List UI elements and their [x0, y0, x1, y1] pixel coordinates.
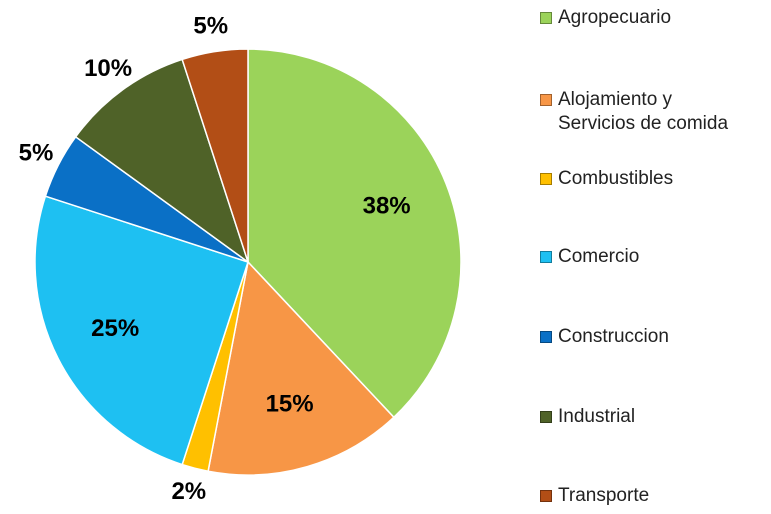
- legend-label: Comercio: [558, 246, 640, 267]
- legend-swatch: [540, 251, 552, 263]
- legend-item: Construccion: [540, 325, 771, 349]
- legend-swatch: [540, 173, 552, 185]
- legend-item: Comercio: [540, 245, 771, 269]
- legend-swatch: [540, 490, 552, 502]
- legend-label: Combustibles: [558, 168, 674, 189]
- pie-slice: [34, 195, 249, 466]
- pie-slice: [247, 48, 462, 419]
- legend-label: Industrial: [558, 406, 636, 427]
- data-label: 5%: [19, 139, 54, 166]
- legend: Agropecuario Alojamiento y Servicios de c…: [540, 0, 771, 514]
- legend-label: Alojamiento y Servicios de comida: [558, 89, 729, 134]
- legend-item: Alojamiento y Servicios de comida: [540, 88, 771, 136]
- legend-swatch: [540, 12, 552, 24]
- legend-swatch: [540, 331, 552, 343]
- data-label: 25%: [91, 315, 139, 342]
- data-label: 38%: [363, 192, 411, 219]
- data-label: 15%: [266, 391, 314, 418]
- data-label: 10%: [84, 55, 132, 82]
- legend-label: Transporte: [558, 485, 650, 506]
- legend-item: Transporte: [540, 484, 771, 508]
- legend-swatch: [540, 411, 552, 423]
- pie-slice: [181, 48, 249, 263]
- pie-slice: [207, 260, 395, 476]
- data-label: 5%: [193, 12, 228, 39]
- legend-label: Agropecuario: [558, 7, 672, 28]
- legend-item: Combustibles: [540, 167, 771, 191]
- legend-item: Industrial: [540, 405, 771, 429]
- legend-label: Construccion: [558, 326, 669, 347]
- pie-slice: [74, 58, 250, 264]
- legend-swatch: [540, 94, 552, 106]
- legend-item: Agropecuario: [540, 6, 771, 30]
- data-label: 2%: [171, 478, 206, 505]
